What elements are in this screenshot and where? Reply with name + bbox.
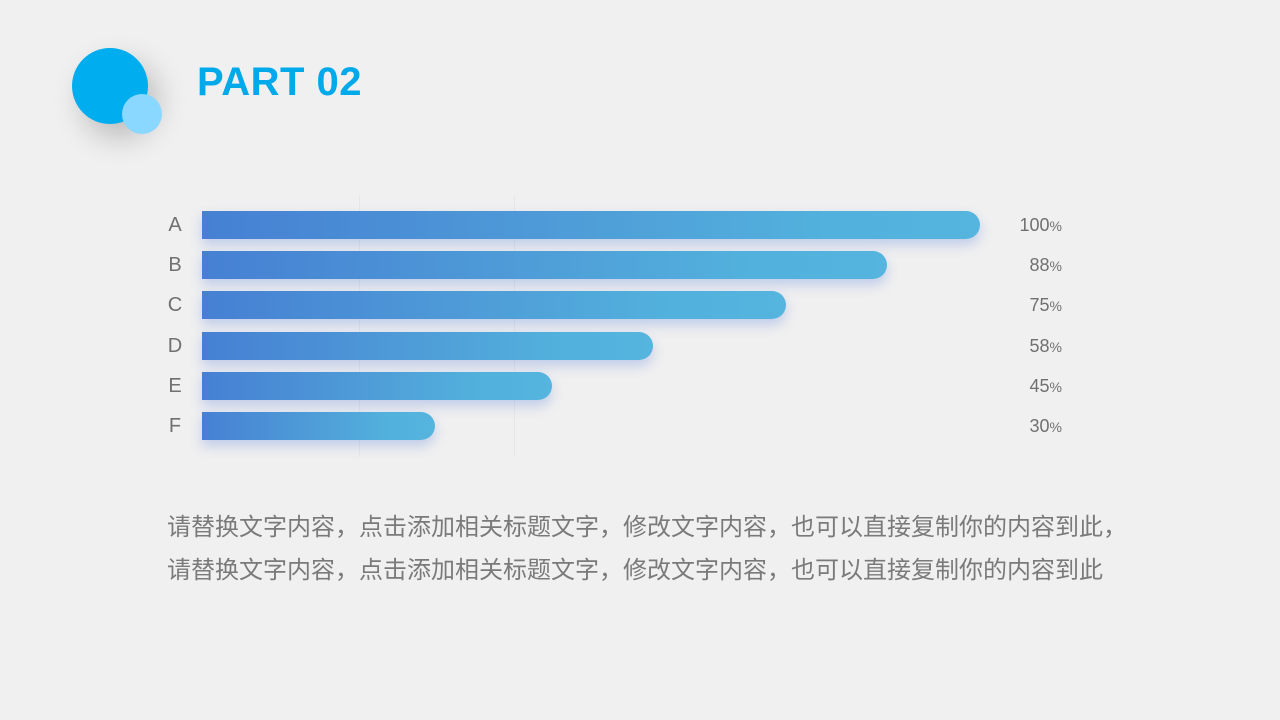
bar-row: B 88% [0,251,1280,280]
bar-D [202,331,654,360]
data-label: 75% [1029,295,1062,316]
category-label: D [167,334,183,357]
decor-circle-small [122,94,162,134]
bar-B [202,251,887,280]
gridline [514,195,515,457]
gridline [359,195,360,457]
bar-row: C 75% [0,291,1280,320]
bar-row: E 45% [0,371,1280,400]
category-label: E [168,374,182,397]
category-label: C [167,294,183,317]
data-label: 100% [1019,215,1063,235]
category-label: F [168,415,182,437]
category-label: B [168,254,182,277]
data-label: 88% [1029,255,1062,276]
data-label: 30% [1029,416,1062,436]
category-label: A [168,214,182,236]
body-text: 请替换文字内容，点击添加相关标题文字，修改文字内容，也可以直接复制你的内容到此，… [167,514,1127,584]
bar-C [202,291,786,320]
bar-row: D 58% [0,331,1280,360]
bar-F [202,412,436,440]
page-title: PART 02 [197,60,363,104]
bar-E [202,371,553,400]
data-label: 58% [1029,335,1062,356]
bar-row: A 100% [0,211,1280,239]
bar-A [202,211,980,239]
data-label: 45% [1029,375,1062,396]
bar-row: F 30% [0,412,1280,440]
